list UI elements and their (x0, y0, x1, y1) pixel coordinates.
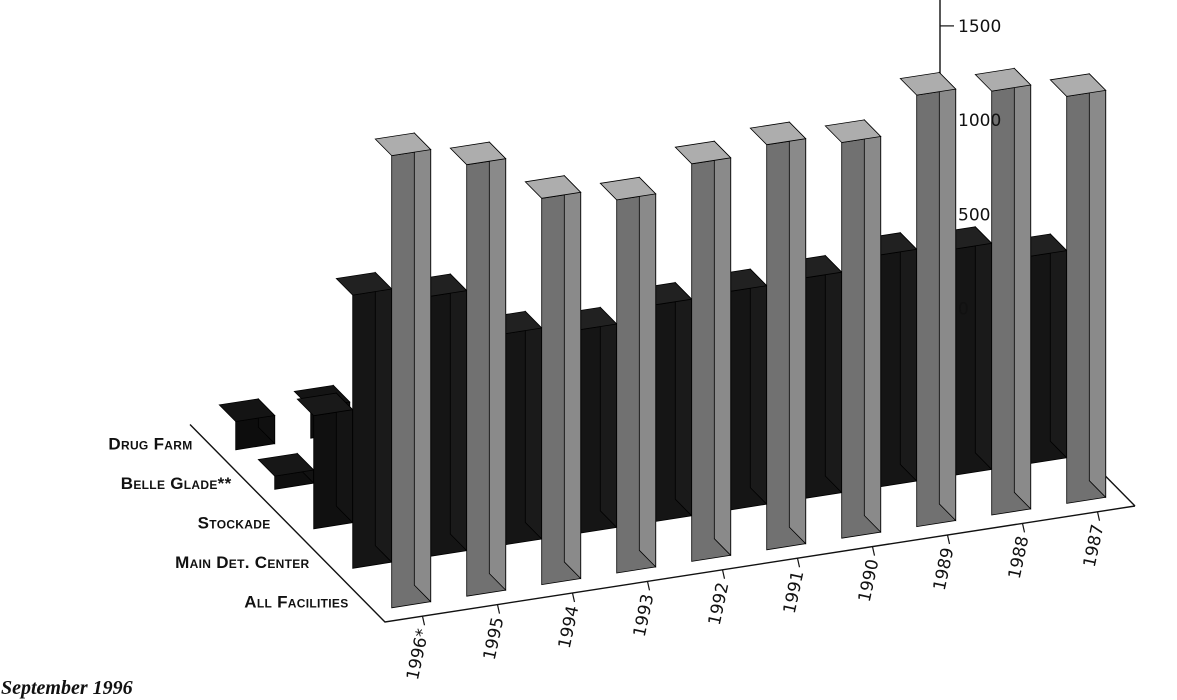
bar-top-face (824, 119, 882, 143)
year-label: 1987 (1080, 523, 1109, 569)
bar (524, 174, 582, 586)
bar (674, 140, 732, 562)
bar-top-face (374, 132, 432, 157)
bar (935, 225, 993, 476)
bar-side-face (938, 71, 957, 522)
floor-edge (189, 424, 1136, 623)
value-tick-label: 0 (958, 300, 969, 320)
bar-top-face (749, 121, 807, 146)
bar-side-face (824, 254, 843, 494)
year-label: 1991 (780, 569, 809, 615)
year-tick (646, 581, 651, 591)
bar (374, 132, 432, 609)
bar-top-face (335, 272, 393, 296)
bar (785, 254, 843, 500)
year-label: 1994 (555, 604, 584, 650)
bar-side-face (449, 273, 468, 552)
bars (218, 67, 1107, 609)
year-tick (496, 604, 501, 614)
footnote: * September 1996 (0, 677, 133, 699)
bar (296, 392, 354, 530)
bar (218, 397, 276, 451)
bar-side-face (599, 306, 618, 529)
bar-top-face (524, 175, 582, 199)
bar-side-face (488, 141, 507, 592)
bar-top-face (674, 140, 732, 165)
bar-side-face (563, 174, 582, 580)
series-label: Belle Glade** (121, 474, 232, 493)
bar-side-face (638, 176, 657, 568)
year-tick (721, 569, 726, 579)
bar-top-face (449, 141, 507, 166)
value-tick-label: 500 (958, 205, 990, 225)
bar-side-face (674, 281, 693, 517)
year-label: 1990 (855, 557, 884, 603)
value-tick-label: 1500 (958, 17, 1001, 37)
year-tick (796, 558, 801, 568)
year-tick (871, 546, 876, 556)
bar (749, 121, 807, 551)
bar (824, 118, 882, 539)
bar-top-face (257, 453, 315, 477)
year-label: 1989 (930, 546, 959, 592)
year-tick (1021, 523, 1026, 533)
bar-side-face (863, 118, 882, 534)
bar (599, 176, 657, 574)
bar-side-face (1049, 233, 1068, 459)
bar (335, 271, 393, 569)
bar-top-face (974, 67, 1032, 92)
bar-side-face (524, 310, 543, 540)
year-label: 1996* (403, 627, 433, 682)
year-tick (421, 616, 426, 626)
year-tick (571, 592, 576, 603)
bar (860, 231, 918, 488)
bar (974, 67, 1032, 516)
bar-side-face (1088, 72, 1107, 499)
bar-side-face (788, 121, 807, 545)
year-tick (1096, 511, 1101, 521)
bar (449, 141, 507, 597)
bar (257, 452, 315, 490)
year-label: 1988 (1005, 534, 1034, 580)
series-label: All Facilities (244, 592, 348, 611)
bar-side-face (749, 268, 768, 506)
bar-side-face (899, 231, 918, 482)
bar-top-face (296, 392, 354, 417)
bar-top-face (899, 72, 957, 96)
bar-side-face (974, 225, 993, 471)
bar-top-face (218, 398, 276, 422)
series-label: Main Det. Center (175, 553, 309, 572)
bar (1049, 72, 1107, 504)
series-label: Stockade (198, 513, 271, 532)
year-label: 1992 (705, 581, 734, 627)
bar-side-face (713, 140, 732, 557)
year-label: 1995 (480, 615, 509, 661)
bar-side-face (413, 132, 432, 603)
series-label: Drug Farm (108, 434, 192, 453)
bar-top-face (599, 176, 657, 201)
bar-side-face (374, 271, 393, 564)
bar-top-face (1049, 73, 1107, 97)
year-label: 1993 (630, 592, 659, 638)
value-tick-label: 1000 (958, 111, 1001, 131)
bar-side-face (335, 392, 354, 524)
year-tick (946, 534, 951, 545)
bar (635, 281, 693, 523)
bar (899, 71, 957, 528)
bar-side-face (1013, 67, 1032, 510)
